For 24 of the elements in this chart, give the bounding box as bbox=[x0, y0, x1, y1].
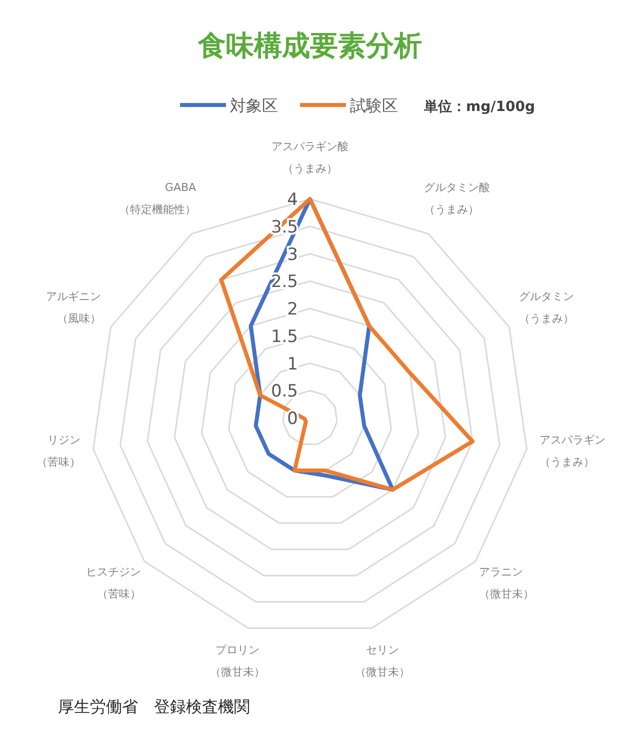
legend-label: 試験区 bbox=[350, 96, 398, 115]
spoke-label: アスパラギン（うまみ） bbox=[539, 434, 606, 469]
y-tick-label: 4 bbox=[287, 190, 298, 210]
y-tick-label: 0 bbox=[287, 409, 298, 429]
spoke-label: プロリン（微甘未） bbox=[210, 644, 266, 679]
spoke-label: GABA（特定機能性） bbox=[119, 180, 197, 216]
y-tick-label: 0.5 bbox=[270, 382, 298, 402]
y-tick-label: 2 bbox=[287, 300, 298, 320]
spoke-label: ヒスチジン（苦味） bbox=[86, 565, 141, 600]
spoke-label: グルタミン（うまみ） bbox=[518, 290, 574, 326]
spoke-label: アルギニン（風味） bbox=[46, 290, 102, 326]
y-tick-label: 3 bbox=[287, 244, 298, 265]
spoke-label: グルタミン酸（うまみ） bbox=[424, 180, 490, 216]
text: 厚生労働省 登録検査機関 bbox=[58, 697, 250, 716]
spoke-label: アスパラギン酸（うまみ） bbox=[272, 140, 348, 175]
y-tick-label: 1 bbox=[287, 354, 298, 374]
spoke-label: アラニン（微甘未） bbox=[479, 565, 534, 600]
y-tick-label: 1.5 bbox=[270, 326, 298, 347]
legend-label: 対象区 bbox=[230, 96, 278, 115]
spoke-label: セリン（微甘未） bbox=[354, 644, 410, 679]
y-tick-label: 2.5 bbox=[270, 272, 298, 292]
chart-title: 食味構成要素分析 bbox=[197, 29, 422, 62]
text: 単位：mg/100g bbox=[423, 99, 535, 115]
spoke-label: リジン（苦味） bbox=[36, 434, 81, 469]
